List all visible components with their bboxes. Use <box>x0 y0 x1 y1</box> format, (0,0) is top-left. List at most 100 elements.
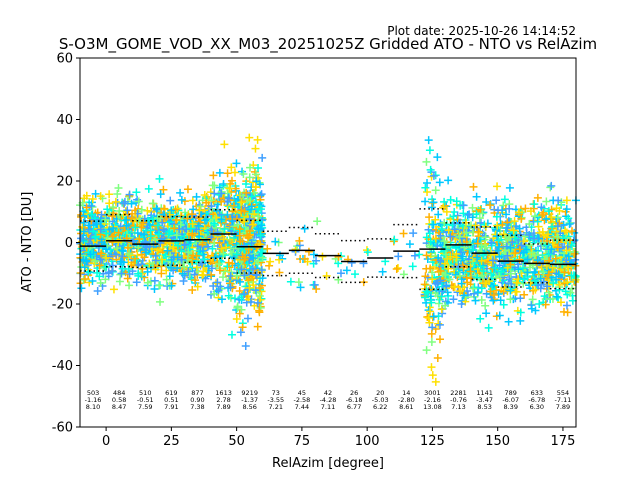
scatter-point <box>210 219 219 228</box>
scatter-point <box>167 281 176 290</box>
scatter-point <box>254 257 263 266</box>
scatter-point <box>542 197 551 206</box>
scatter-point <box>91 232 100 241</box>
scatter-point <box>148 214 157 223</box>
scatter-point <box>486 201 495 210</box>
scatter-point <box>193 282 202 291</box>
scatter-point <box>530 200 539 209</box>
bin-std-label: 7.13 <box>451 403 465 411</box>
bin-std-label: 7.44 <box>295 403 309 411</box>
scatter-point <box>215 238 224 247</box>
scatter-point <box>199 267 208 276</box>
scatter-point <box>476 205 485 214</box>
scatter-point <box>520 290 529 299</box>
scatter-point <box>452 253 461 262</box>
scatter-point <box>177 255 186 264</box>
bin-mean-label: -7.11 <box>555 396 572 404</box>
scatter-point <box>429 198 438 207</box>
scatter-point <box>192 251 201 260</box>
scatter-point <box>436 266 445 275</box>
scatter-point <box>551 254 560 263</box>
scatter-point <box>492 196 501 205</box>
scatter-point <box>180 262 189 271</box>
scatter-point <box>79 218 88 227</box>
scatter-point <box>492 285 501 294</box>
scatter-point <box>359 259 368 268</box>
scatter-point <box>527 304 536 313</box>
scatter-point <box>173 253 182 262</box>
scatter-point <box>248 220 257 229</box>
scatter-point <box>123 243 132 252</box>
scatter-point <box>86 234 95 243</box>
scatter-point <box>114 238 123 247</box>
scatter-point <box>544 230 553 239</box>
scatter-point <box>179 276 188 285</box>
scatter-point <box>125 281 134 290</box>
scatter-point <box>258 248 267 257</box>
x-tick-label: 25 <box>163 434 180 449</box>
bin-std-label: 8.39 <box>503 403 517 411</box>
bin-std-label: 7.11 <box>321 403 335 411</box>
scatter-point <box>250 250 259 259</box>
scatter-point <box>216 282 225 291</box>
scatter-point <box>569 271 578 280</box>
scatter-point <box>252 271 261 280</box>
scatter-point <box>422 157 431 166</box>
bin-count-label: 619 <box>165 389 177 397</box>
scatter-point <box>549 278 558 287</box>
scatter-point <box>428 371 437 380</box>
scatter-point <box>101 215 110 224</box>
scatter-point <box>427 329 436 338</box>
scatter-point <box>147 211 156 220</box>
scatter-point <box>506 269 515 278</box>
scatter-point <box>462 228 471 237</box>
scatter-point <box>449 212 458 221</box>
scatter-point <box>245 173 254 182</box>
scatter-point <box>238 196 247 205</box>
scatter-point <box>266 257 275 266</box>
scatter-point <box>530 212 539 221</box>
scatter-point <box>530 267 539 276</box>
scatter-point <box>177 195 186 204</box>
scatter-point <box>247 239 256 248</box>
scatter-point <box>534 222 543 231</box>
scatter-point <box>435 178 444 187</box>
scatter-point <box>127 199 136 208</box>
scatter-point <box>566 247 575 256</box>
scatter-point <box>217 295 226 304</box>
scatter-point <box>253 298 262 307</box>
scatter-point <box>153 222 162 231</box>
scatter-point <box>562 246 571 255</box>
scatter-point <box>336 269 345 278</box>
scatter-point <box>200 191 209 200</box>
scatter-point <box>499 287 508 296</box>
scatter-point <box>530 234 539 243</box>
scatter-point <box>87 210 96 219</box>
scatter-point <box>116 222 125 231</box>
scatter-point <box>500 195 509 204</box>
bin-mean-label: -3.47 <box>476 396 493 404</box>
scatter-point <box>246 244 255 253</box>
scatter-point <box>271 237 280 246</box>
scatter-point <box>191 276 200 285</box>
scatter-point <box>180 240 189 249</box>
scatter-point <box>159 225 168 234</box>
scatter-point <box>150 285 159 294</box>
x-axis: 0 25 50 75 100 125 150 175 <box>102 427 575 449</box>
scatter-point <box>517 241 526 250</box>
scatter-point <box>215 259 224 268</box>
scatter-point <box>405 240 414 249</box>
scatter-point <box>543 282 552 291</box>
scatter-point <box>132 255 141 264</box>
scatter-point <box>437 224 446 233</box>
scatter-point <box>140 253 149 262</box>
scatter-point <box>481 233 490 242</box>
scatter-point <box>479 267 488 276</box>
scatter-point <box>220 224 229 233</box>
scatter-point <box>424 136 433 145</box>
scatter-point <box>247 202 256 211</box>
scatter-point <box>503 251 512 260</box>
scatter-point <box>459 291 468 300</box>
scatter-point <box>441 250 450 259</box>
scatter-point <box>555 206 564 215</box>
